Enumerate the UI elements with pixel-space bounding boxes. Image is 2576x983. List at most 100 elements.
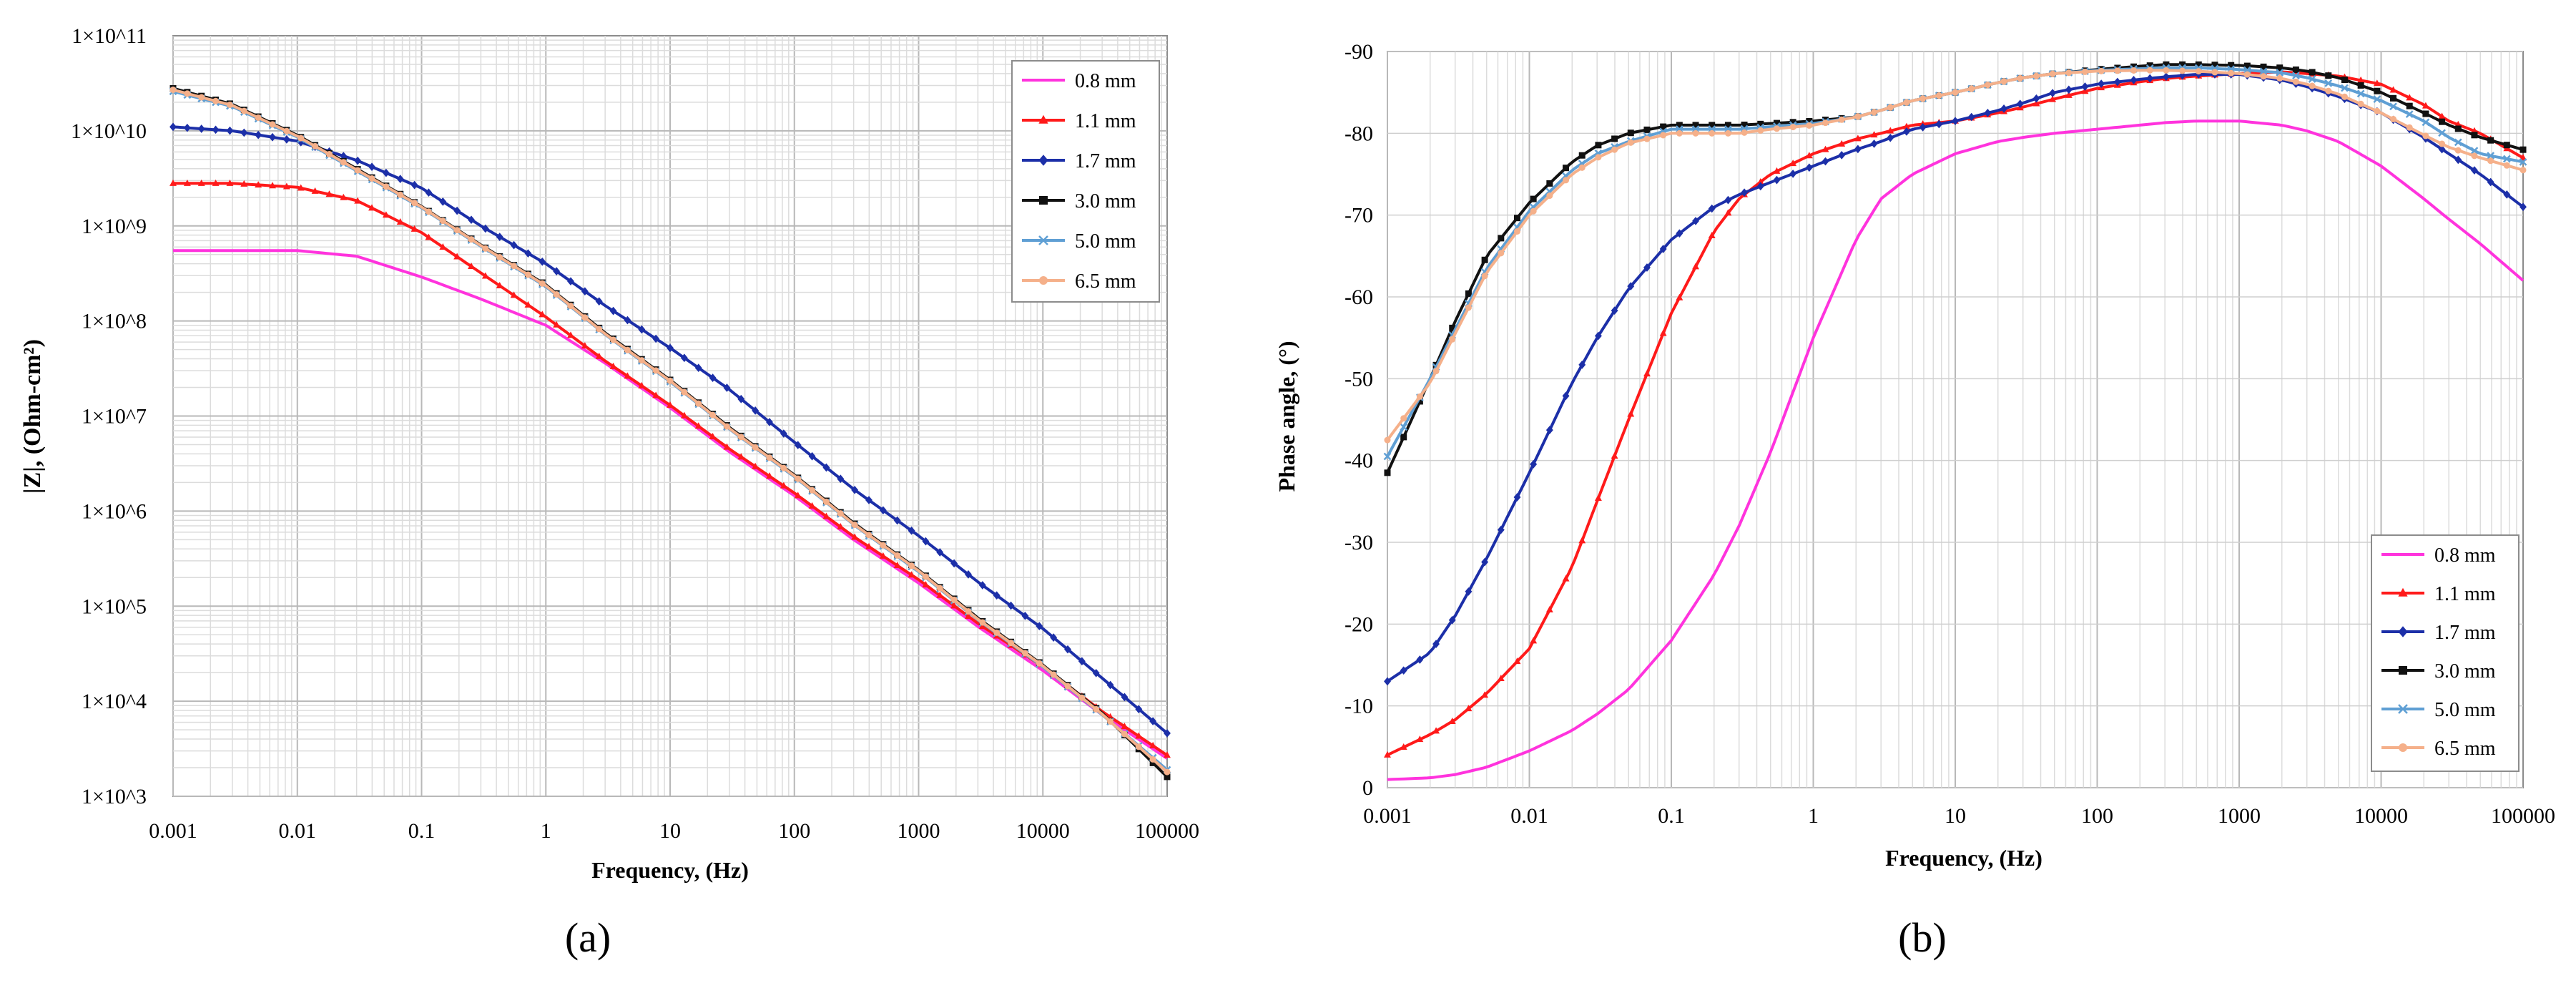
data-point-marker <box>298 135 305 142</box>
data-point-marker <box>709 411 717 419</box>
x-tick-label: 10 <box>1945 804 1966 828</box>
data-point-marker <box>2292 72 2300 79</box>
data-point-marker <box>2470 166 2478 175</box>
data-point-marker <box>837 523 845 530</box>
legend-label: 5.0 mm <box>1075 230 1136 253</box>
data-point-marker <box>950 602 958 609</box>
y-tick-label: 1×10^6 <box>82 499 147 523</box>
impedance-legend-box <box>1011 60 1160 303</box>
data-point-marker <box>453 253 461 260</box>
data-point-marker <box>652 367 659 374</box>
data-point-marker <box>595 352 603 359</box>
data-point-marker <box>2487 152 2495 160</box>
data-point-marker <box>624 346 631 353</box>
data-point-marker <box>1838 140 1846 147</box>
data-point-marker <box>1149 741 1157 748</box>
y-tick-label: 1×10^7 <box>82 405 147 429</box>
data-point-marker <box>2260 73 2267 80</box>
data-point-marker <box>1724 122 1731 129</box>
y-tick-label: 1×10^5 <box>82 595 147 618</box>
data-point-marker <box>553 267 561 275</box>
data-point-marker <box>596 326 603 333</box>
x-tick-label: 100 <box>2081 804 2113 828</box>
data-point-marker <box>2406 94 2414 101</box>
data-point-marker <box>2211 69 2218 76</box>
data-point-marker <box>282 182 290 190</box>
data-point-marker <box>567 277 574 286</box>
legend-label: 5.0 mm <box>2434 699 2496 721</box>
data-point-marker <box>1968 85 1975 92</box>
data-point-marker <box>780 429 787 438</box>
data-point-marker <box>993 591 1001 600</box>
data-point-marker <box>2454 147 2462 154</box>
data-point-marker <box>1935 92 1942 99</box>
x-tick-label: 10000 <box>1016 819 1070 843</box>
data-point-marker <box>1021 650 1028 657</box>
data-point-marker <box>2000 104 2008 113</box>
data-point-marker <box>2487 137 2494 144</box>
data-point-marker <box>978 581 986 590</box>
data-point-marker <box>965 570 972 579</box>
data-point-marker <box>1513 657 1521 665</box>
data-point-marker <box>2195 61 2202 68</box>
data-point-marker <box>1545 426 1553 434</box>
data-point-marker <box>822 498 830 505</box>
phase-legend: 0.8 mm 1.1 mm 1.7 mm 3.0 mm 5.0 mm 6.5 mm <box>2371 534 2520 772</box>
data-point-marker <box>1643 370 1651 377</box>
data-point-marker <box>2422 110 2429 117</box>
data-point-marker <box>2292 78 2299 85</box>
y-tick-label: -10 <box>1344 695 1373 718</box>
x-tick-label: 0.001 <box>149 819 197 843</box>
data-point-marker <box>2243 71 2251 78</box>
data-point-marker <box>2211 62 2218 69</box>
y-tick-label: 1×10^4 <box>82 690 147 713</box>
data-point-marker <box>2341 84 2349 92</box>
data-point-marker <box>1038 155 1048 166</box>
data-point-marker <box>2098 67 2105 74</box>
data-point-marker <box>1545 605 1553 612</box>
data-point-marker <box>411 200 418 207</box>
data-point-marker <box>837 474 845 484</box>
data-point-marker <box>595 297 603 306</box>
data-point-marker <box>2487 157 2494 165</box>
data-point-marker <box>2324 79 2333 87</box>
data-point-marker <box>865 496 872 504</box>
data-point-marker <box>226 126 234 135</box>
data-point-marker <box>325 151 333 158</box>
data-point-marker <box>1870 140 1878 148</box>
series-6-5mm <box>1384 67 2527 444</box>
panel-a-label: (a) <box>565 914 611 961</box>
data-point-marker <box>1036 622 1043 630</box>
data-point-marker <box>2016 99 2024 109</box>
data-point-marker <box>865 542 872 549</box>
legend-entry: 1.1 mm <box>1022 110 1136 132</box>
data-point-marker <box>652 391 660 398</box>
impedance-y-tick-labels: 1×10^3 1×10^4 1×10^5 1×10^6 1×10^7 1×10^8 1×10… <box>71 24 147 808</box>
data-point-marker <box>694 422 702 429</box>
data-point-marker <box>1805 152 1813 159</box>
data-point-marker <box>680 411 688 419</box>
data-point-marker <box>1659 245 1667 253</box>
data-point-marker <box>2049 89 2057 97</box>
data-point-marker <box>1822 119 1829 127</box>
data-point-marker <box>1481 256 1488 263</box>
data-point-marker <box>197 124 205 133</box>
data-point-marker <box>325 190 333 197</box>
data-point-marker <box>1400 423 1408 431</box>
data-point-marker <box>496 233 503 241</box>
data-point-marker <box>2017 74 2024 82</box>
data-point-marker <box>681 388 688 396</box>
data-point-marker <box>694 363 702 373</box>
data-point-marker <box>1384 436 1391 444</box>
data-point-marker <box>1578 537 1586 544</box>
y-tick-label: 0 <box>1362 776 1373 800</box>
data-point-marker <box>822 512 830 519</box>
data-point-marker <box>2065 85 2073 94</box>
legend-label: 1.1 mm <box>2434 583 2496 605</box>
data-point-marker <box>1757 120 1764 127</box>
data-point-marker <box>936 585 943 592</box>
series-1-7mm <box>1384 70 2527 686</box>
data-point-marker <box>2487 177 2494 187</box>
legend-entry: 0.8 mm <box>1022 70 1136 92</box>
data-point-marker <box>1481 273 1488 280</box>
